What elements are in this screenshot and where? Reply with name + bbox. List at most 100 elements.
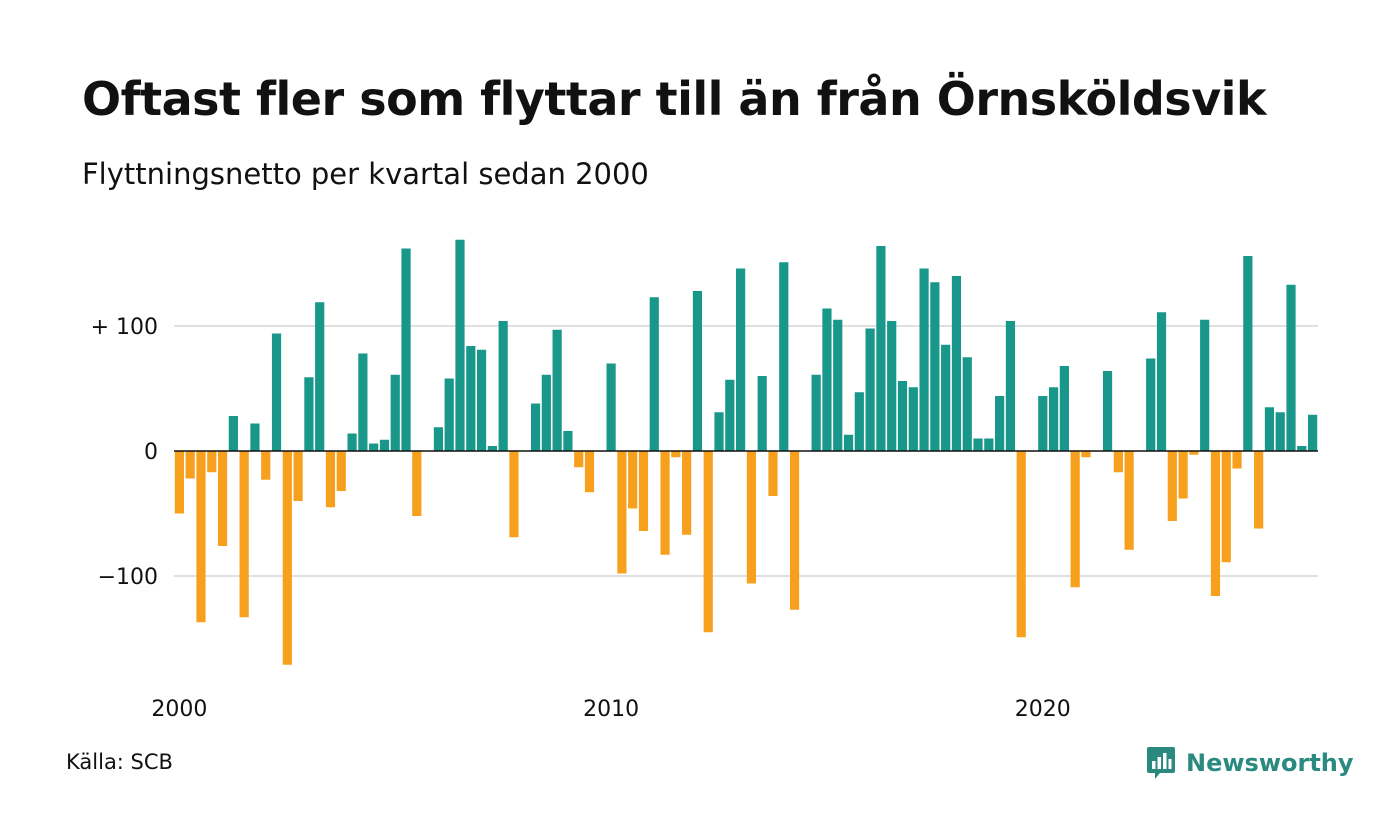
y-tick-label: −100 [98, 565, 158, 590]
chart-subtitle: Flyttningsnetto per kvartal sedan 2000 [82, 157, 649, 191]
bar-2021K4 [1113, 451, 1123, 473]
bar-2024K3 [1232, 451, 1242, 469]
x-tick-label: 2020 [1015, 697, 1071, 722]
bar-2013K2 [746, 451, 756, 584]
bar-2020K3 [1059, 366, 1069, 451]
bar-2016K2 [876, 246, 886, 451]
bar-2012K3 [714, 412, 724, 451]
bar-2022K1 [1124, 451, 1134, 550]
bar-2011K4 [682, 451, 692, 535]
bar-2025K1 [1254, 451, 1264, 529]
bar-2001K4 [250, 423, 260, 451]
bar-2017K1 [908, 387, 918, 451]
bar-2015K4 [854, 392, 864, 451]
bar-2001K1 [217, 451, 228, 546]
bar-2017K2 [919, 268, 929, 451]
bar-2007K4 [509, 451, 519, 538]
bar-2003K2 [315, 302, 325, 451]
bar-2010K1 [606, 363, 616, 451]
x-tick-label: 2000 [151, 697, 207, 722]
bar-2007K2 [487, 446, 497, 451]
bar-2014K2 [789, 451, 800, 610]
x-tick-label: 2010 [583, 697, 639, 722]
newsworthy-logo-icon [1147, 747, 1175, 779]
bar-2013K1 [736, 268, 746, 451]
bar-2021K3 [1102, 371, 1113, 451]
bar-2011K2 [660, 451, 670, 555]
bar-2008K2 [530, 403, 541, 451]
bar-2022K4 [1156, 312, 1167, 451]
bar-undefined [1264, 407, 1275, 451]
bar-2015K3 [843, 434, 854, 451]
bar-2009K1 [563, 431, 573, 451]
bar-2022K3 [1146, 358, 1156, 451]
bar-2023K4 [1200, 319, 1210, 451]
bar-2002K3 [282, 451, 292, 665]
bar-2005K3 [412, 451, 422, 516]
bar-2004K3 [369, 443, 379, 451]
bar-2008K4 [552, 329, 562, 451]
bar-2002K4 [293, 451, 303, 501]
bar-2024K4 [1243, 256, 1253, 451]
bar-2024K2 [1221, 451, 1231, 563]
y-tick-label: 0 [144, 440, 158, 465]
bar-2013K4 [768, 451, 778, 496]
bar-undefined [1286, 284, 1296, 451]
bar-2002K2 [271, 333, 282, 451]
brand-logo: Newsworthy [1146, 743, 1354, 783]
bar-2001K2 [228, 416, 238, 451]
bar-2000K1 [174, 451, 184, 514]
bars [174, 239, 1318, 665]
bar-2020K4 [1070, 451, 1080, 588]
bar-2008K3 [541, 374, 551, 451]
bar-2012K2 [703, 451, 713, 633]
bar-2020K1 [1038, 396, 1048, 451]
bar-2000K3 [196, 451, 206, 623]
bar-2018K4 [984, 438, 994, 451]
bar-2014K1 [779, 262, 789, 451]
bar-2011K1 [649, 297, 659, 451]
bar-2024K1 [1210, 451, 1221, 596]
bar-2006K1 [433, 427, 444, 451]
bar-2004K2 [358, 353, 368, 451]
bar-2023K1 [1167, 451, 1177, 521]
bar-2010K4 [638, 451, 649, 531]
bar-undefined [1297, 446, 1307, 451]
bar-2013K3 [757, 376, 767, 451]
bar-2019K1 [995, 396, 1005, 451]
bar-2010K2 [617, 451, 627, 574]
bar-2023K2 [1178, 451, 1188, 499]
bar-2011K3 [671, 451, 681, 458]
bar-2003K4 [336, 451, 346, 491]
bar-2018K1 [951, 276, 962, 451]
bar-2020K2 [1048, 387, 1059, 451]
bar-2017K4 [941, 344, 951, 451]
bar-2017K3 [930, 282, 940, 451]
bar-undefined [1308, 414, 1318, 451]
bar-2018K2 [962, 357, 972, 451]
bar-2004K1 [347, 433, 357, 451]
tick-labels: + 100 0 −100 2000 2010 2020 [91, 315, 1071, 722]
bar-2021K1 [1081, 451, 1091, 458]
bar-2018K3 [973, 438, 983, 451]
bar-2014K4 [811, 374, 821, 451]
bar-2009K2 [574, 451, 584, 468]
bar-2000K2 [185, 451, 195, 479]
bar-2019K3 [1016, 451, 1026, 638]
bar-2019K2 [1005, 321, 1016, 451]
bar-2023K3 [1189, 451, 1199, 455]
bar-2015K2 [833, 319, 843, 451]
y-tick-label: + 100 [91, 315, 158, 340]
bar-2015K1 [822, 308, 832, 451]
bar-2005K2 [401, 248, 411, 451]
bar-2006K2 [444, 378, 454, 451]
bar-2012K1 [692, 291, 703, 451]
bar-2002K1 [261, 451, 271, 480]
bar-2016K1 [865, 328, 875, 451]
bar-2006K4 [466, 346, 476, 451]
bar-2012K4 [725, 379, 735, 451]
grid-lines [174, 325, 1318, 577]
bar-2005K1 [390, 374, 400, 451]
bar-2007K3 [498, 321, 508, 451]
